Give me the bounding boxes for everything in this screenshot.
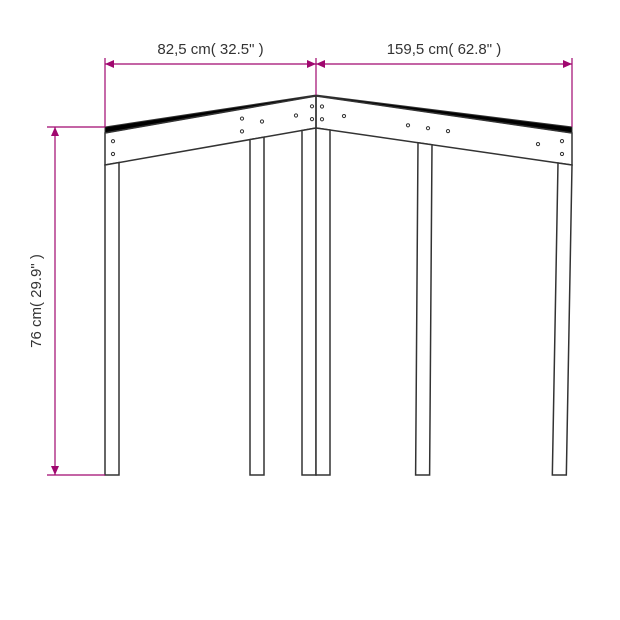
table-dimension-diagram: 76 cm( 29.9" ) 82,5 cm( 32.5" ) 159,5 cm( … bbox=[0, 0, 620, 620]
depth-label: 82,5 cm( 32.5" ) bbox=[157, 41, 263, 58]
height-label: 76 cm( 29.9" ) bbox=[28, 254, 45, 348]
width-label: 159,5 cm( 62.8" ) bbox=[387, 41, 502, 58]
